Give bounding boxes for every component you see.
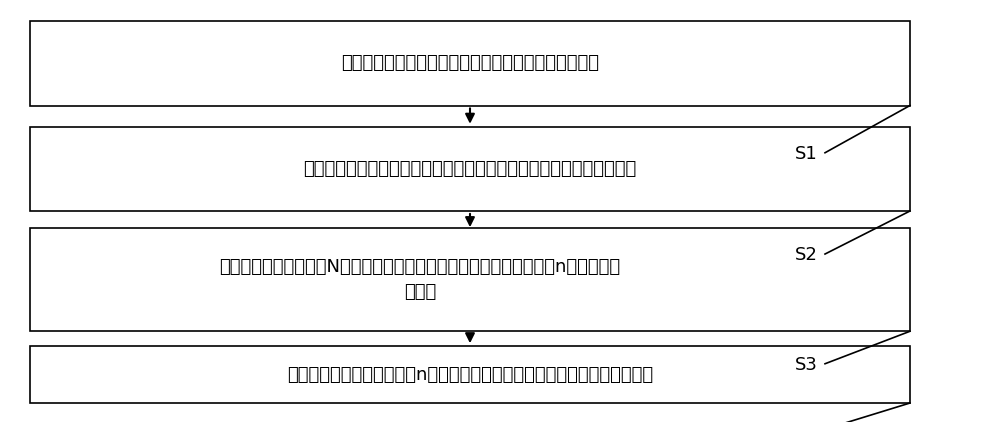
Text: 根据所述车辆行驶数据对每一区段的状态进行判别，确定非畅通路段；: 根据所述车辆行驶数据对每一区段的状态进行判别，确定非畅通路段； [303,160,637,178]
Bar [30,127,910,211]
Text: 综合所有所述非畅通路段前n个断面的限速值，对可变限速标志牌进行更新。: 综合所有所述非畅通路段前n个断面的限速值，对可变限速标志牌进行更新。 [287,365,653,384]
Bar [30,21,910,106]
Text: S1: S1 [795,145,818,163]
Text: 根据所述非畅通路段前N个断面的断面交通量，确定所述非畅通路段前n个断面的限
速值；: 根据所述非畅通路段前N个断面的断面交通量，确定所述非畅通路段前n个断面的限 速值… [219,258,621,301]
Bar [30,228,910,331]
Bar [30,346,910,403]
Text: S2: S2 [795,246,818,264]
Text: S3: S3 [795,356,818,374]
Text: 接收交通流检测装置采集的每一断面的车辆行驶数据；: 接收交通流检测装置采集的每一断面的车辆行驶数据； [341,54,599,72]
